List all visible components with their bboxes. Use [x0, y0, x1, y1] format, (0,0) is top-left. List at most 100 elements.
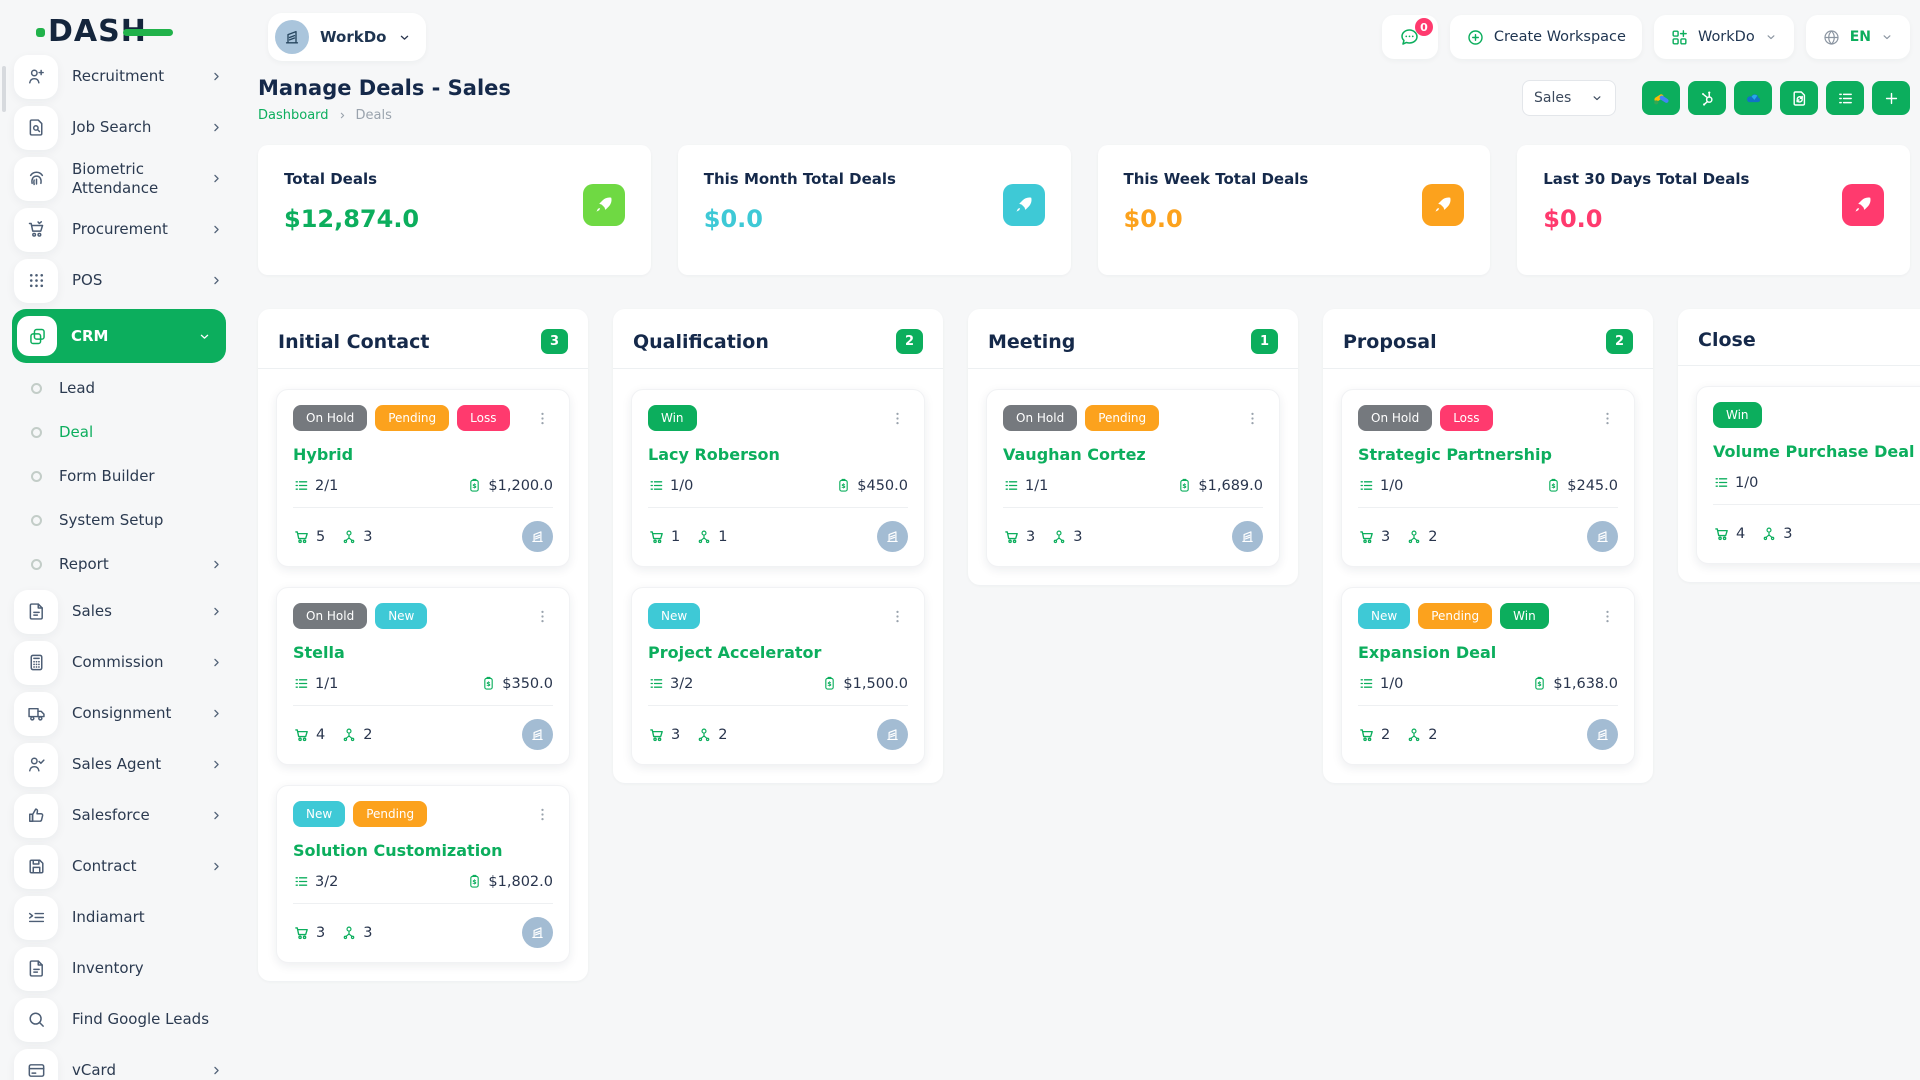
sidebar-item-job-search[interactable]: Job Search [12, 102, 226, 153]
toolbar-buttons [1642, 81, 1910, 115]
hubspot-button[interactable] [1688, 81, 1726, 115]
chevron-right-icon [209, 604, 224, 619]
workspace-switcher[interactable]: WorkDo [1653, 15, 1794, 59]
chev-down-icon [401, 35, 409, 40]
workspace-selector[interactable]: WorkDo [268, 13, 427, 61]
money-icon: $ [821, 675, 838, 692]
sidebar-item-pos[interactable]: POS [12, 255, 226, 306]
deal-menu-button[interactable] [887, 408, 908, 429]
stat-card-this-month-total-deals: This Month Total Deals $0.0 [677, 145, 1071, 275]
deal-stats: 3/2 $ $1,802.0 [293, 873, 553, 903]
deal-card-vaughan-cortez[interactable]: On Hold Pending Vaughan Cortez 1/1 $ $1,689.0… [986, 389, 1280, 567]
rocket-icon [1435, 197, 1451, 212]
sidebar-item-biometric-attendance[interactable]: Biometric Attendance [12, 153, 226, 204]
deal-name-link[interactable]: Solution Customization [293, 841, 503, 860]
deal-name-link[interactable]: Stella [293, 643, 345, 662]
kebab-icon [541, 808, 544, 820]
column-count-badge: 3 [541, 329, 568, 354]
sidebar-item-label: Indiamart [72, 908, 145, 927]
sidebar-item-label: Commission [72, 653, 164, 672]
deal-menu-button[interactable] [887, 606, 908, 627]
sidebar-item-consignment[interactable]: Consignment [12, 688, 226, 739]
sidebar-item-commission[interactable]: Commission [12, 637, 226, 688]
deal-menu-button[interactable] [532, 804, 553, 825]
badges-row: New Pending Win [1358, 603, 1618, 629]
deal-name-link[interactable]: Hybrid [293, 445, 354, 464]
add-deal-button[interactable] [1872, 81, 1910, 115]
page-header: Manage Deals - Sales Dashboard Deals Sal… [258, 76, 1910, 123]
deal-name-link[interactable]: Vaughan Cortez [1003, 445, 1146, 464]
chev-right-icon [214, 862, 219, 871]
truck-icon [27, 707, 45, 721]
sidebar-item-salesforce[interactable]: Salesforce [12, 790, 226, 841]
deal-card-strategic-partnership[interactable]: On Hold Loss Strategic Partnership 1/0 $ $245… [1341, 389, 1635, 567]
deal-name-link[interactable]: Expansion Deal [1358, 643, 1497, 662]
google-ads-button[interactable] [1642, 81, 1680, 115]
sidebar-item-contract[interactable]: Contract [12, 841, 226, 892]
money-icon: $ [1535, 676, 1545, 690]
deal-name-link[interactable]: Lacy Roberson [648, 445, 780, 464]
deal-card-expansion-deal[interactable]: New Pending Win Expansion Deal 1/0 $ $1,638.0 2… [1341, 587, 1635, 765]
deal-name-link[interactable]: Project Accelerator [648, 643, 822, 662]
money-icon: $ [1549, 478, 1558, 492]
deal-card-solution-customization[interactable]: New Pending Solution Customization 3/2 $ $1,8… [276, 785, 570, 963]
user-network-icon [1405, 528, 1423, 546]
sidebar-item-label: Recruitment [72, 67, 165, 86]
sidebar-item-recruitment[interactable]: Recruitment [12, 51, 226, 102]
deal-card-hybrid[interactable]: On Hold Pending Loss Hybrid 2/1 $ $1,200.0 5 3 [276, 389, 570, 567]
sidebar-scrollbar[interactable] [2, 66, 6, 112]
messages-button[interactable]: 0 [1381, 15, 1438, 59]
deal-name-link[interactable]: Strategic Partnership [1358, 445, 1552, 464]
sidebar-subitem-form-builder[interactable]: Form Builder [12, 454, 226, 498]
tasks-icon [648, 675, 665, 692]
sidebar-subitem-system-setup[interactable]: System Setup [12, 498, 226, 542]
export-doc-icon [1792, 90, 1805, 106]
breadcrumb-dashboard-link[interactable]: Dashboard [258, 108, 329, 123]
sidebar-item-sales-agent[interactable]: Sales Agent [12, 739, 226, 790]
deal-card-stella[interactable]: On Hold New Stella 1/1 $ $350.0 4 2 [276, 587, 570, 765]
deal-card-lacy-roberson[interactable]: Win Lacy Roberson 1/0 $ $450.0 1 1 [631, 389, 925, 567]
cart-icon [1713, 525, 1731, 543]
status-badge-new: New [293, 801, 346, 827]
cart-icon [1360, 728, 1373, 741]
chev-right-icon [214, 760, 219, 769]
deal-name-link[interactable]: Volume Purchase Deal [1713, 442, 1915, 461]
deal-card-project-accelerator[interactable]: New Project Accelerator 3/2 $ $1,500.0 3 2 [631, 587, 925, 765]
circle-icon [31, 558, 42, 570]
export-button[interactable] [1780, 81, 1818, 115]
kanban-column-meeting: Meeting 1 On Hold Pending Vaughan Cortez 1/1 $… [968, 309, 1298, 585]
language-selector[interactable]: EN [1805, 15, 1910, 59]
sidebar-menu: Recruitment Job Search Biometric Attendanc… [12, 51, 226, 1080]
divider [613, 368, 943, 369]
kebab-icon [541, 412, 544, 424]
sidebar-item-label: Sales [72, 602, 112, 621]
user-network-icon [1053, 530, 1065, 543]
deal-menu-button[interactable] [1242, 408, 1263, 429]
kebab-icon [541, 610, 544, 622]
deal-menu-button[interactable] [532, 408, 553, 429]
column-title: Proposal [1343, 330, 1437, 353]
sidebar-subitem-lead[interactable]: Lead [12, 366, 226, 410]
stat-value: $0.0 [1123, 205, 1183, 233]
deal-menu-button[interactable] [532, 606, 553, 627]
user-network-icon [698, 728, 710, 741]
sidebar-item-inventory[interactable]: Inventory [12, 943, 226, 994]
app-logo[interactable]: DASH [12, 0, 226, 62]
sidebar-subitem-deal[interactable]: Deal [12, 410, 226, 454]
pipeline-select[interactable]: Sales [1522, 80, 1616, 116]
create-workspace-button[interactable]: Create Workspace [1449, 15, 1642, 59]
language-code: EN [1849, 29, 1871, 45]
deal-menu-button[interactable] [1597, 408, 1618, 429]
sidebar-item-label: POS [72, 271, 103, 290]
sidebar-item-procurement[interactable]: Procurement [12, 204, 226, 255]
sidebar-item-vcard[interactable]: vCard [12, 1045, 226, 1080]
sidebar-item-indiamart[interactable]: Indiamart [12, 892, 226, 943]
sidebar-item-crm[interactable]: CRM [12, 309, 226, 363]
sidebar-subitem-report[interactable]: Report [12, 542, 226, 586]
sidebar-item-find-google-leads[interactable]: Find Google Leads [12, 994, 226, 1045]
sidebar-item-sales[interactable]: Sales [12, 586, 226, 637]
list-view-button[interactable] [1826, 81, 1864, 115]
onedrive-button[interactable] [1734, 81, 1772, 115]
deal-menu-button[interactable] [1597, 606, 1618, 627]
